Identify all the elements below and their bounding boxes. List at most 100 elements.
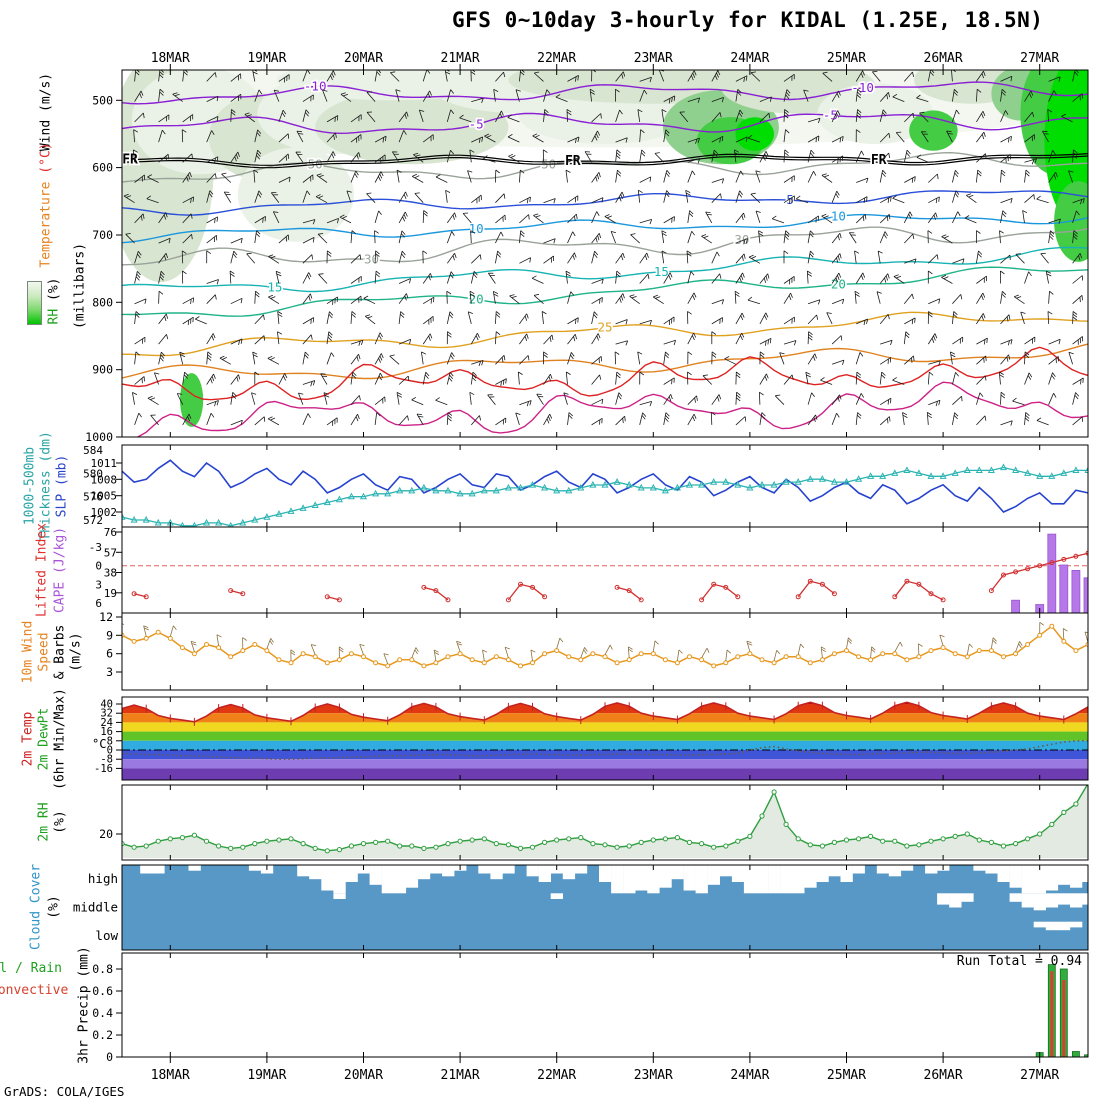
wind-barb: [820, 377, 833, 385]
wind-barb: [639, 252, 649, 264]
wind-barb: [663, 170, 671, 183]
isotherm-label: 10: [469, 221, 484, 236]
thickness-marker: [396, 486, 404, 494]
wind10m-marker: [421, 663, 427, 669]
wind-barb: [374, 270, 381, 284]
wind-barb: [411, 396, 424, 406]
rh2m-marker: [1049, 821, 1055, 828]
rh2m-marker: [566, 836, 572, 842]
thickness-marker: [456, 489, 464, 497]
wind-barb: [1024, 351, 1030, 365]
rh2m-marker: [385, 838, 391, 844]
rh2m-marker: [723, 843, 729, 849]
rh2m-marker: [373, 839, 379, 846]
wind-barb: [950, 351, 956, 365]
wind-barb: [807, 171, 817, 183]
wind-barb: [206, 279, 219, 285]
thickness-marker: [987, 466, 995, 473]
wind-barb: [206, 250, 212, 264]
thickness-marker: [299, 504, 307, 511]
wind-barb: [615, 371, 621, 385]
cloud-bar-high: [816, 865, 829, 882]
wind-barb: [567, 352, 575, 365]
wind-barb: [446, 271, 455, 284]
wind-barb: [903, 331, 910, 345]
date-label-bottom: 21MAR: [441, 1068, 480, 1083]
rh2m-marker: [819, 843, 826, 849]
wind-barb: [446, 89, 455, 102]
date-label-top: 19MAR: [247, 51, 286, 66]
thickness-line: [122, 466, 1088, 527]
wind-barb: [1072, 149, 1078, 163]
pressure-tick: 700: [92, 228, 113, 242]
cloud-bar-high: [731, 865, 745, 882]
wind-barb: [755, 210, 761, 224]
rh2m-marker: [650, 837, 656, 843]
isotherm-line: [134, 381, 1088, 437]
wind-barb: [639, 371, 645, 385]
thickness-marker: [1060, 469, 1068, 476]
cloud-bar-high: [478, 865, 491, 874]
wind-barb: [182, 70, 189, 82]
wind-barb: [639, 89, 648, 102]
wind-barb: [302, 413, 311, 426]
rh2m-marker: [203, 838, 210, 844]
temp-band: [122, 731, 1088, 741]
cloud-bar-high: [333, 865, 346, 894]
wind-barb: [630, 233, 640, 244]
date-label-bottom: 22MAR: [537, 1068, 576, 1083]
thickness-marker: [311, 501, 319, 508]
wind-barb: [591, 172, 601, 183]
wind-barb: [615, 149, 621, 163]
thickness-marker: [975, 466, 983, 473]
wind-barb: [134, 251, 142, 264]
wind-barb: [783, 89, 791, 102]
wind-barb: [639, 149, 646, 163]
wind-barb: [711, 317, 723, 325]
wind-barb: [759, 96, 772, 102]
wind-barb: [783, 275, 795, 285]
thickness-tick: 584: [83, 444, 103, 457]
wind-barb: [302, 174, 314, 183]
wind-barb: [326, 151, 336, 163]
wind-barb: [783, 129, 790, 143]
cloud-bar-high: [792, 865, 805, 894]
wind-barb: [1000, 110, 1009, 123]
wind-barb: [326, 218, 339, 224]
wind-barb: [182, 297, 195, 305]
wind-barb: [750, 192, 761, 203]
wind-barb: [879, 314, 890, 325]
wind10m-marker: [747, 651, 753, 657]
wind-barb: [711, 273, 722, 284]
wind-barb: [302, 190, 311, 203]
wind-barb: [879, 152, 891, 163]
wind10m-marker: [868, 657, 874, 663]
wind-barb: [206, 412, 215, 426]
cloud-bar-middle: [949, 893, 962, 908]
wind-barb: [446, 231, 455, 244]
wind-barb: [398, 375, 410, 385]
wind-barb: [1024, 134, 1035, 143]
li-tick: 3: [95, 578, 102, 591]
wind-barb: [591, 374, 602, 385]
rh2m-marker: [771, 789, 777, 795]
lifted-index-marker: [542, 594, 548, 600]
cloud-bar-high: [345, 865, 358, 882]
isotherm-label: -10: [851, 80, 874, 95]
wind-barb: [687, 311, 692, 324]
wind-barb: [687, 158, 701, 164]
rh-shading-blob: [180, 373, 204, 427]
wind-barb: [831, 90, 841, 102]
wind-barb: [567, 333, 577, 345]
wind-barb: [469, 149, 475, 163]
wind-barb: [158, 290, 164, 304]
wind10m-marker: [602, 654, 608, 660]
wind-barb: [1000, 420, 1013, 426]
cloud-units-label: (%): [46, 895, 62, 919]
cape-axis-label: CAPE (J/kg): [52, 526, 68, 614]
wind-barb: [783, 316, 795, 325]
wind-barb: [295, 151, 304, 163]
wind-barb: [230, 338, 243, 345]
wind-barb: [591, 130, 601, 143]
wind-barb: [519, 169, 525, 183]
